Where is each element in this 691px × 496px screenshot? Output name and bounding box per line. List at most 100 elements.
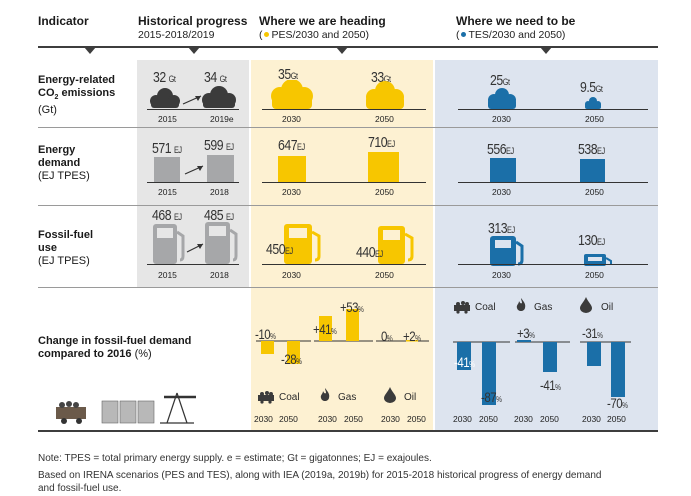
bar: [587, 342, 601, 366]
note-line-2: Based on IRENA scenarios (PES and TES), …: [38, 470, 602, 481]
year-label: 2050: [279, 414, 298, 424]
cloud-icon: [271, 80, 313, 109]
heading-header: Where we are heading: [259, 14, 386, 28]
change-pes-chart: [256, 309, 429, 364]
bar: [319, 316, 332, 341]
fossil-pes-2030-value: 450EJ: [266, 241, 293, 258]
bar: [261, 341, 274, 354]
bar: [482, 342, 496, 405]
fossil-tes-2050-value: 130EJ: [578, 232, 605, 249]
fuel-pump-icon: [205, 222, 238, 264]
baseline: [458, 182, 648, 183]
year-label: 2030: [381, 414, 400, 424]
fuel-pump-icon: [378, 226, 414, 264]
demand-tes-bars: [490, 158, 605, 182]
demand-hist-2018-value: 599 EJ: [204, 137, 234, 154]
header-arrows: [84, 47, 552, 54]
year-label: 2018: [210, 270, 229, 280]
co2-hist-2019-value: 34 Gt: [204, 69, 227, 86]
tes-oil-2030-pct: -31%: [582, 325, 603, 341]
fuel-pump-icon: [490, 236, 524, 266]
demand-tes-2030-value: 556EJ: [487, 141, 514, 158]
year-label: 2030: [282, 187, 301, 197]
fossil-hist-2018-value: 485 EJ: [204, 207, 234, 224]
cloud-icon: [585, 97, 601, 109]
year-label: 2030: [514, 414, 533, 424]
year-label: 2030: [492, 114, 511, 124]
year-label: 2030: [453, 414, 472, 424]
bar: [543, 342, 557, 372]
bar: [207, 155, 234, 182]
historical-subheader: 2015-2018/2019: [138, 29, 215, 41]
year-label: 2030: [254, 414, 273, 424]
industry-illustration: [56, 392, 196, 424]
year-label: 2050: [585, 270, 604, 280]
tes-gas-label: Gas: [534, 302, 553, 313]
pes-oil-2030-pct: 0%: [381, 328, 393, 344]
historical-header: Historical progress: [138, 14, 248, 28]
year-label: 2050: [407, 414, 426, 424]
coal-cart-icon: [56, 401, 86, 424]
year-label: 2030: [282, 114, 301, 124]
year-label: 2050: [344, 414, 363, 424]
co2-tes-clouds: [488, 88, 601, 109]
bar: [490, 158, 516, 182]
fossil-label: Fossil-fuel use (EJ TPES): [38, 229, 94, 267]
year-label: 2015: [158, 187, 177, 197]
tes-gas-2030-pct: +3%: [517, 325, 535, 341]
pes-coal-2030-pct: -10%: [255, 326, 276, 342]
co2-pes-2030-value: 35Gt: [278, 66, 298, 83]
tes-coal-2050-pct: -87%: [481, 389, 502, 405]
fuel-pump-icon: [284, 224, 321, 264]
pes-dot-icon: [263, 32, 269, 37]
pes-gas-2030-pct: +41%: [313, 321, 337, 337]
bar: [406, 340, 418, 342]
baseline: [458, 264, 648, 265]
year-label: 2015: [158, 114, 177, 124]
demand-hist-bars: [154, 155, 234, 182]
year-label: 2050: [607, 414, 626, 424]
year-label: 2050: [479, 414, 498, 424]
year-label: 2030: [582, 414, 601, 424]
year-label: 2015: [158, 270, 177, 280]
flame-icon: [320, 388, 330, 401]
storage-tank-icon: [101, 400, 155, 424]
year-label: 2050: [375, 114, 394, 124]
fossil-hist-pumps: [153, 222, 238, 264]
year-label: 2030: [492, 187, 511, 197]
year-label: 2030: [282, 270, 301, 280]
fossil-tes-2030-value: 313EJ: [488, 220, 515, 237]
cloud-icon: [488, 88, 516, 109]
note-line-1: Note: TPES = total primary energy supply…: [38, 453, 432, 464]
year-label: 2050: [585, 187, 604, 197]
demand-tes-2050-value: 538EJ: [578, 141, 605, 158]
bar: [517, 340, 531, 342]
year-label: 2050: [585, 114, 604, 124]
coal-cart-icon: [454, 301, 470, 314]
year-label: 2050: [375, 270, 394, 280]
pes-coal-label: Coal: [279, 392, 300, 403]
oil-rig-icon: [160, 392, 196, 424]
change-tes-chart: [453, 340, 631, 405]
tes-coal-label: Coal: [475, 302, 496, 313]
year-label: 2030: [492, 270, 511, 280]
row-separator: [38, 127, 658, 128]
note-line-3: and fossil-fuel use.: [38, 483, 122, 494]
bar: [278, 156, 306, 182]
co2-hist-clouds: [150, 86, 236, 108]
tes-dot-icon: [460, 32, 466, 37]
bar: [580, 159, 605, 182]
cloud-icon: [202, 86, 236, 108]
baseline: [262, 109, 426, 110]
tes-gas-2050-pct: -41%: [540, 377, 561, 393]
co2-tes-2030-value: 25Gt: [490, 72, 510, 89]
tes-oil-2050-pct: -70%: [607, 395, 628, 411]
baseline: [147, 182, 239, 183]
baseline: [147, 264, 239, 265]
fuel-pump-icon: [153, 224, 185, 264]
fossil-pes-pumps: [284, 224, 414, 264]
bottom-rule: [38, 430, 658, 432]
year-label: 2019e: [210, 114, 234, 124]
demand-pes-2050-value: 710EJ: [368, 134, 395, 151]
bar: [287, 341, 300, 364]
